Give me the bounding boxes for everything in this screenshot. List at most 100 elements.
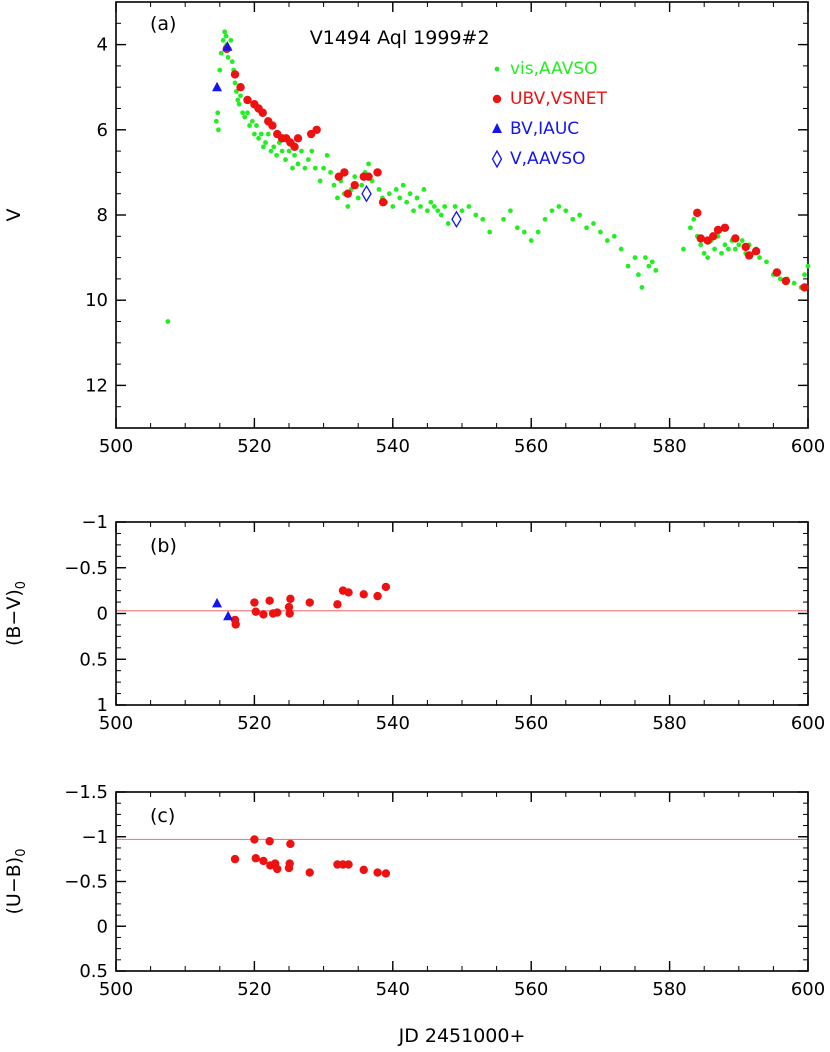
data-point	[230, 70, 240, 79]
data-point	[250, 835, 259, 844]
data-point	[373, 168, 382, 177]
x-tick-label: 520	[237, 713, 271, 734]
series-BV,IAUC	[212, 41, 233, 92]
legend-marker	[491, 149, 503, 169]
data-point	[414, 195, 420, 201]
data-point	[618, 246, 624, 252]
x-tick-label: 580	[652, 713, 686, 734]
panel-tag: (b)	[150, 535, 177, 557]
x-tick-label: 580	[652, 436, 686, 457]
data-point	[722, 242, 728, 248]
data-point	[381, 869, 391, 878]
data-point	[273, 608, 282, 617]
x-tick-label: 560	[514, 436, 548, 457]
y-tick-label: −0.5	[64, 558, 108, 579]
data-point	[720, 223, 730, 232]
y-tick-label: 4	[97, 35, 108, 56]
series-V,AAVSO	[361, 184, 462, 229]
data-point	[328, 170, 333, 175]
data-point	[290, 142, 299, 152]
data-point	[421, 187, 427, 192]
data-point	[256, 135, 261, 141]
data-point	[741, 242, 750, 252]
data-point	[217, 67, 223, 73]
y-axis-label-subscript: 0	[14, 849, 29, 857]
y-tick-label: 0.5	[79, 961, 108, 982]
data-point	[283, 157, 288, 163]
data-point	[258, 108, 267, 117]
data-point	[800, 283, 809, 292]
data-point	[781, 276, 791, 286]
data-point	[712, 246, 717, 252]
data-point	[418, 204, 423, 209]
data-point	[542, 216, 548, 222]
data-point	[404, 199, 410, 205]
data-point	[528, 238, 534, 243]
data-point	[213, 118, 219, 124]
x-tick-label: 540	[376, 713, 410, 734]
data-point	[305, 157, 311, 163]
legend-label: BV,IAUC	[510, 119, 579, 139]
data-point	[317, 178, 323, 184]
data-point	[263, 140, 268, 145]
data-point	[361, 184, 372, 203]
data-point	[223, 610, 234, 621]
x-tick-label: 520	[237, 436, 271, 457]
data-point	[259, 610, 268, 619]
legend-marker	[492, 123, 502, 133]
data-point	[265, 837, 274, 846]
data-point	[222, 41, 233, 51]
data-point	[251, 854, 260, 863]
data-point	[215, 110, 221, 116]
data-point	[698, 242, 704, 248]
data-point	[757, 255, 762, 260]
data-point	[719, 250, 724, 256]
series-UBV,VSNET	[230, 835, 391, 878]
data-point	[321, 165, 326, 171]
data-point	[212, 597, 223, 608]
data-point	[305, 868, 314, 877]
plot-frame	[115, 521, 809, 706]
data-point	[243, 95, 252, 105]
y-axis-label-subscript: 0	[14, 581, 29, 589]
data-point	[212, 81, 223, 92]
data-point	[343, 189, 353, 198]
data-point	[344, 588, 353, 597]
data-point	[305, 598, 314, 607]
data-point	[445, 221, 451, 226]
data-point	[271, 144, 277, 150]
data-point	[268, 121, 277, 130]
legend-label: UBV,VSNET	[510, 89, 607, 109]
data-point	[713, 225, 723, 235]
data-point	[223, 33, 229, 39]
data-point	[693, 208, 702, 218]
data-point	[731, 234, 740, 243]
data-point	[373, 591, 382, 601]
data-point	[577, 212, 583, 218]
data-point	[240, 110, 246, 116]
data-point	[598, 229, 603, 235]
data-point	[591, 221, 596, 226]
x-tick-label: 500	[99, 713, 133, 734]
data-point	[400, 182, 406, 188]
y-axis-label: (B−V)0	[3, 581, 29, 646]
data-point	[260, 144, 266, 150]
data-point	[772, 268, 782, 277]
data-point	[335, 195, 340, 201]
data-point	[584, 225, 589, 231]
data-point	[292, 152, 297, 158]
data-point	[299, 148, 304, 154]
data-point	[331, 182, 337, 188]
panel-tag: (c)	[150, 805, 175, 827]
data-point	[696, 234, 705, 243]
data-point	[397, 195, 403, 201]
x-tick-label: 580	[652, 979, 686, 1000]
data-point	[265, 131, 271, 137]
data-point	[285, 609, 294, 618]
data-point	[687, 225, 693, 231]
data-point	[250, 598, 259, 607]
data-point	[452, 204, 458, 209]
data-point	[487, 229, 493, 235]
data-point	[359, 182, 365, 188]
data-point	[736, 242, 742, 248]
